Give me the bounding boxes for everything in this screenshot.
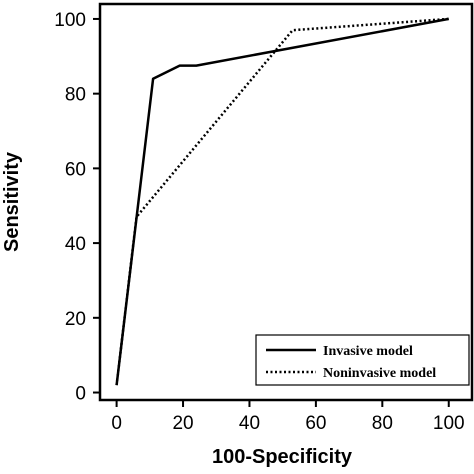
legend-label-noninvasive: Noninvasive model bbox=[323, 366, 436, 381]
y-tick-label: 100 bbox=[54, 10, 86, 31]
x-tick-label: 80 bbox=[372, 413, 393, 434]
x-tick-label: 100 bbox=[433, 413, 465, 434]
y-tick-label: 20 bbox=[65, 309, 86, 330]
series-line-noninvasive bbox=[115, 17, 449, 386]
y-tick-label: 80 bbox=[65, 85, 86, 106]
y-tick-label: 0 bbox=[75, 384, 86, 405]
y-tick-label: 60 bbox=[65, 159, 86, 180]
x-tick-label: 0 bbox=[111, 413, 122, 434]
series-layer bbox=[115, 17, 450, 386]
plot-frame bbox=[98, 2, 474, 402]
y-axis-label: Sensitivity bbox=[1, 151, 23, 252]
x-tick-label: 20 bbox=[172, 413, 193, 434]
legend: Invasive model Noninvasive model bbox=[255, 334, 470, 386]
legend-label-invasive: Invasive model bbox=[323, 344, 413, 359]
legend-box bbox=[255, 334, 470, 386]
y-axis-ticks: 0 20 40 60 80 100 bbox=[54, 10, 100, 405]
y-tick-label: 40 bbox=[65, 234, 86, 255]
x-axis-label: 100-Specificity bbox=[212, 446, 353, 468]
x-tick-label: 40 bbox=[239, 413, 260, 434]
series-line-invasive bbox=[115, 17, 450, 386]
x-axis-ticks: 0 20 40 60 80 100 bbox=[111, 400, 465, 434]
x-tick-label: 60 bbox=[305, 413, 326, 434]
